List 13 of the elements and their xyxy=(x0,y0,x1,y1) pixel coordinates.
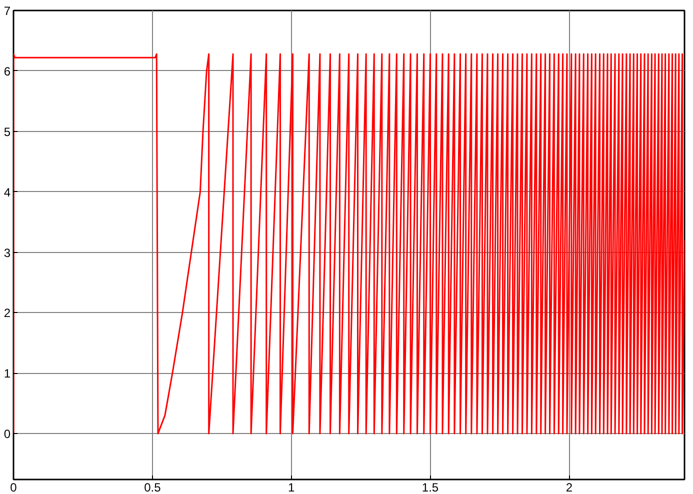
y-tick-label: 6 xyxy=(4,64,11,78)
x-tick-label: 1.5 xyxy=(422,480,439,494)
y-tick-label: 5 xyxy=(4,124,11,139)
y-tick-label: 0 xyxy=(4,427,11,442)
y-tick-label: 3 xyxy=(4,246,11,260)
x-tick-label: 1 xyxy=(288,480,296,494)
y-tick-label: 7 xyxy=(4,4,11,18)
line-series xyxy=(14,53,684,434)
x-tick-label: 2 xyxy=(566,480,573,494)
y-tick-label: 4 xyxy=(4,185,11,200)
y-tick-label: 1 xyxy=(4,366,11,381)
x-tick-label: 0.5 xyxy=(144,480,162,494)
y-tick-label: 2 xyxy=(4,306,11,320)
